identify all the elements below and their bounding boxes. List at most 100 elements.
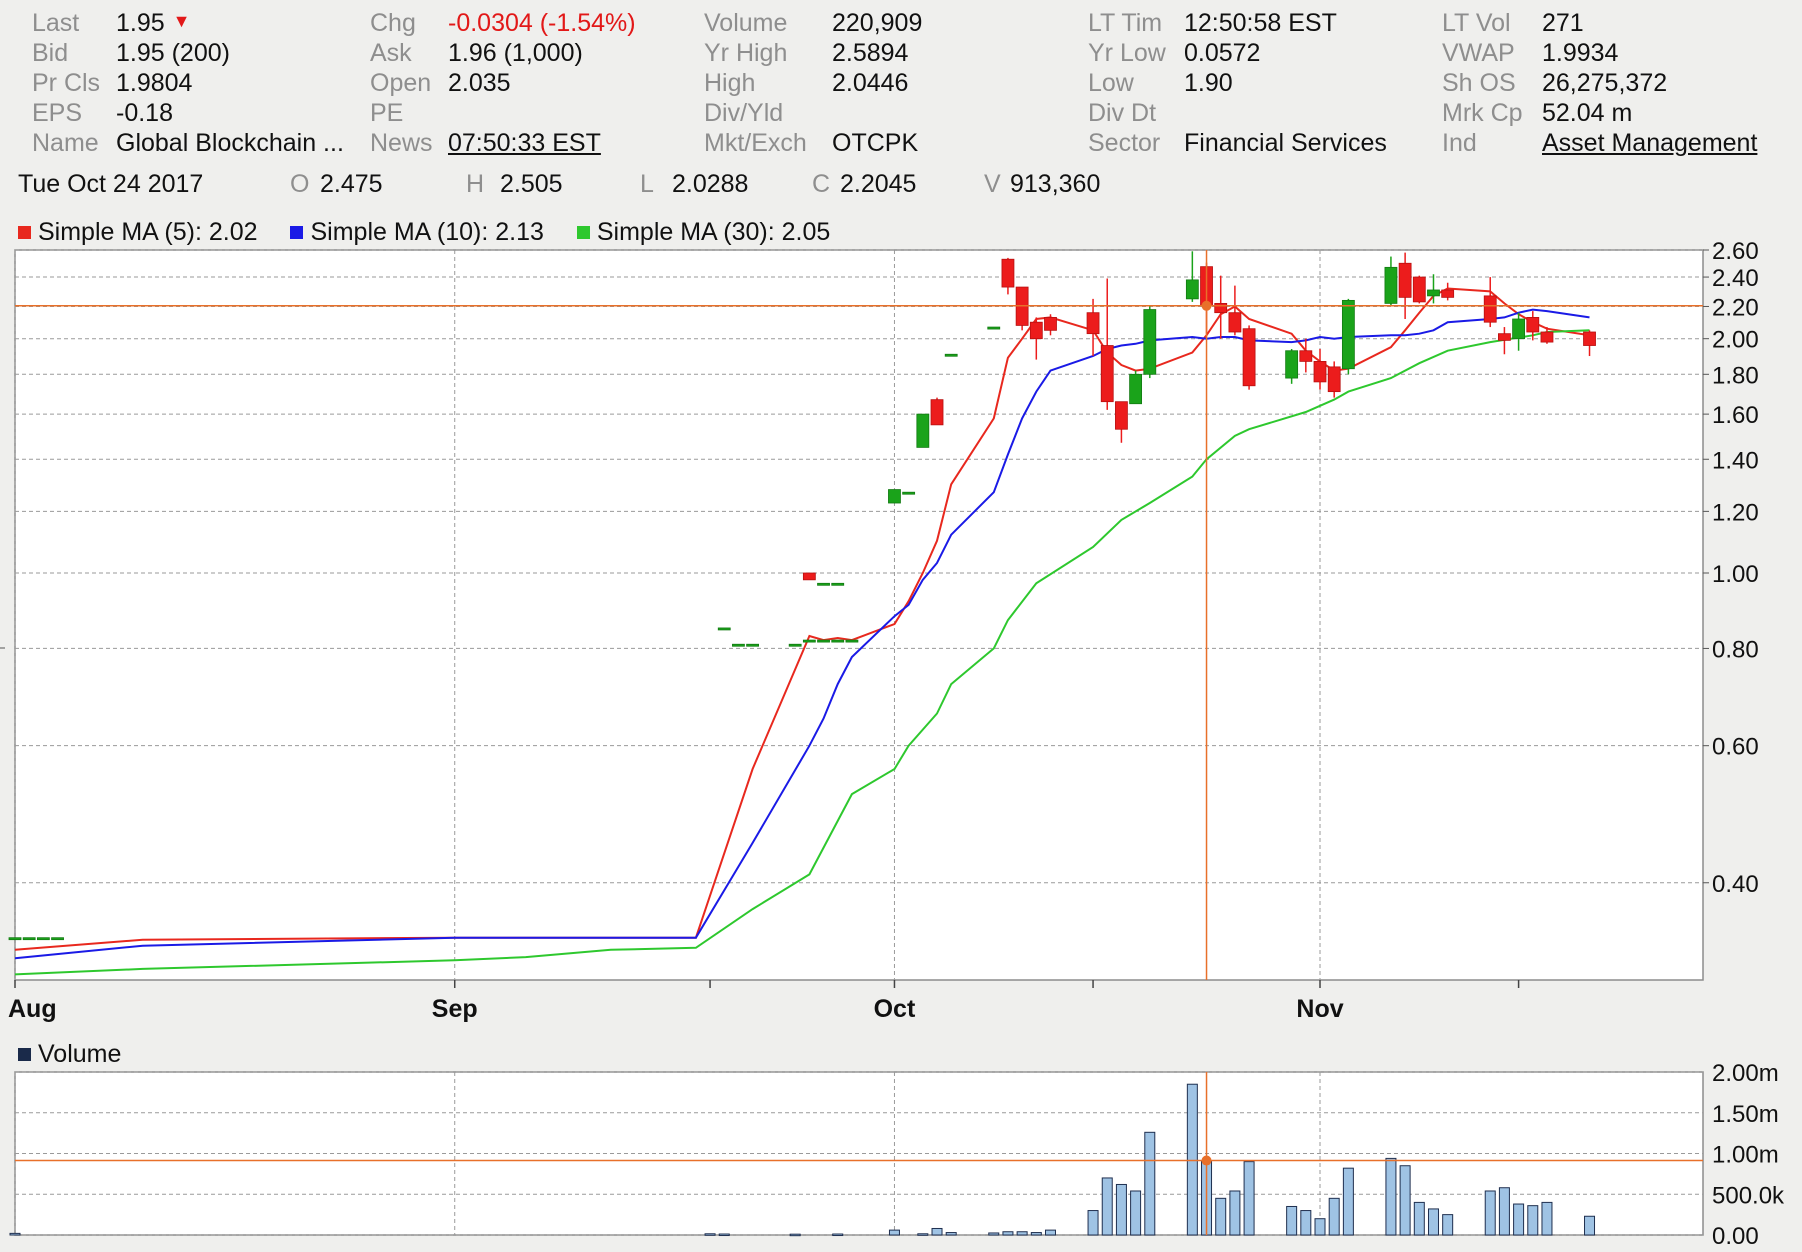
candle-body (1285, 350, 1299, 379)
volume-bar (1002, 1231, 1014, 1236)
open-readout-label: O (290, 170, 310, 198)
volume-bar (1300, 1210, 1312, 1236)
open-readout-value: 2.475 (320, 170, 383, 198)
candle-body (746, 643, 760, 647)
candle-body (1313, 361, 1327, 383)
low-readout-label: L (640, 170, 654, 198)
candle-body (831, 582, 845, 586)
ma10-swatch-icon (290, 226, 304, 239)
open-row: Open 2.035 (370, 68, 511, 98)
candle-body (1398, 262, 1412, 298)
ask-row: Ask 1.96 (1,000) (370, 38, 583, 68)
price-plot-area (14, 249, 1704, 981)
legend-item-ma5[interactable]: Simple MA (5): 2.02 (18, 218, 258, 247)
low-row: Low 1.90 (1088, 68, 1233, 98)
div-yld-label: Div/Yld (704, 99, 784, 127)
candle-body (930, 399, 944, 426)
sector-row: Sector Financial Services (1088, 128, 1387, 158)
low-readout-value: 2.0288 (672, 170, 749, 198)
x-tick-label: Aug (8, 995, 57, 1023)
mkt-cap-row: Mrk Cp 52.04 m (1442, 98, 1632, 128)
low-value: 1.90 (1184, 69, 1233, 97)
volume-bar (1286, 1205, 1298, 1236)
name-value: Global Blockchain ... (116, 129, 344, 157)
vwap-label: VWAP (1442, 39, 1515, 67)
volume-bar (1442, 1214, 1454, 1236)
div-dt-row: Div Dt (1088, 98, 1156, 128)
volume-bar (1328, 1197, 1340, 1236)
high-readout-value: 2.505 (500, 170, 563, 198)
yr-high-row: Yr High 2.5894 (704, 38, 908, 68)
last-value: 1.95 (116, 9, 165, 37)
ask-label: Ask (370, 39, 412, 67)
price-y-tick-label: 0.40 (1712, 871, 1759, 898)
industry-link[interactable]: Asset Management (1542, 129, 1758, 157)
candle-body (802, 639, 816, 643)
candle-body (845, 639, 859, 643)
high-label: High (704, 69, 756, 97)
candle-body (1214, 303, 1228, 314)
legend-label-ma30: Simple MA (30): 2.05 (596, 218, 831, 246)
price-y-tick-label: 1.00 (1712, 561, 1759, 588)
candle-body (1242, 328, 1256, 387)
vwap-row: VWAP 1.9934 (1442, 38, 1618, 68)
down-arrow-icon: ▼ (172, 11, 191, 31)
candle-body (1228, 312, 1242, 333)
candle-body (888, 489, 901, 504)
close-readout-value: 2.2045 (840, 170, 917, 198)
candle-body (1498, 333, 1511, 341)
volume-y-tick-label: 1.50m (1712, 1101, 1779, 1128)
candle-body (802, 572, 816, 581)
low-label: Low (1088, 69, 1134, 97)
mkt-exch-value: OTCPK (832, 129, 919, 157)
volume-bar (1541, 1201, 1553, 1236)
volume-y-tick-label: 500.0k (1712, 1182, 1785, 1209)
ma30-swatch-icon (576, 226, 590, 239)
candle-body (1100, 345, 1114, 403)
news-link[interactable]: 07:50:33 EST (448, 129, 601, 157)
lt-time-value: 12:50:58 EST (1184, 9, 1337, 37)
price-y-tick-label: 1.80 (1712, 362, 1759, 389)
volume-bar (1044, 1229, 1056, 1236)
volume-bar (945, 1232, 957, 1236)
volume-y-tick-label: 1.00m (1712, 1142, 1779, 1169)
volume-swatch-icon (18, 1048, 31, 1061)
candle-body (1185, 279, 1199, 300)
volume-bar (1016, 1231, 1028, 1236)
legend-item-ma30[interactable]: Simple MA (30): 2.05 (576, 218, 831, 247)
volume-bar (1215, 1197, 1227, 1236)
candle-body (36, 937, 50, 941)
volume-bar (931, 1227, 943, 1236)
sector-label: Sector (1088, 129, 1161, 157)
volume-bar (1229, 1190, 1241, 1236)
volume-bar (1513, 1203, 1525, 1236)
candle-body (944, 353, 958, 357)
volume-bar (1314, 1218, 1326, 1236)
yr-high-value: 2.5894 (832, 39, 909, 67)
sh-os-label: Sh OS (1442, 69, 1516, 97)
legend-item-ma10[interactable]: Simple MA (10): 2.13 (290, 218, 544, 247)
candle-body (1044, 317, 1057, 331)
bid-value: 1.95 (200) (116, 39, 230, 67)
volume-label: Volume (704, 9, 788, 37)
volume-legend-label: Volume (38, 1040, 122, 1068)
candle-body (1001, 258, 1015, 288)
volume-row: Volume 220,909 (704, 8, 922, 38)
chg-row: Chg -0.0304 (-1.54%) (370, 8, 636, 38)
candle-body (1512, 318, 1525, 340)
price-chart[interactable]: 0.40 0.60 0.80 1.00 1.20 1.40 1.60 1.80 2.00 2.20… (0, 0, 1802, 1030)
crosshair-readout: Tue Oct 24 2017 O 2.475 H 2.505 L 2.0288… (0, 170, 1802, 202)
high-row: High 2.0446 (704, 68, 908, 98)
quote-header: Last 1.95 ▼ Bid 1.95 (200) Pr Cls 1.9804 … (0, 0, 1802, 157)
vwap-value: 1.9934 (1542, 39, 1619, 67)
candle-body (51, 937, 64, 941)
legend-label-ma5: Simple MA (5): 2.02 (38, 218, 258, 246)
candle-body (1115, 401, 1128, 430)
div-dt-label: Div Dt (1088, 99, 1157, 127)
x-tick-label: Oct (874, 995, 916, 1023)
candle-body (1029, 321, 1043, 340)
sh-os-row: Sh OS 26,275,372 (1442, 68, 1667, 98)
last-row: Last 1.95 ▼ (32, 8, 191, 38)
chg-value: -0.0304 (-1.54%) (448, 9, 636, 37)
